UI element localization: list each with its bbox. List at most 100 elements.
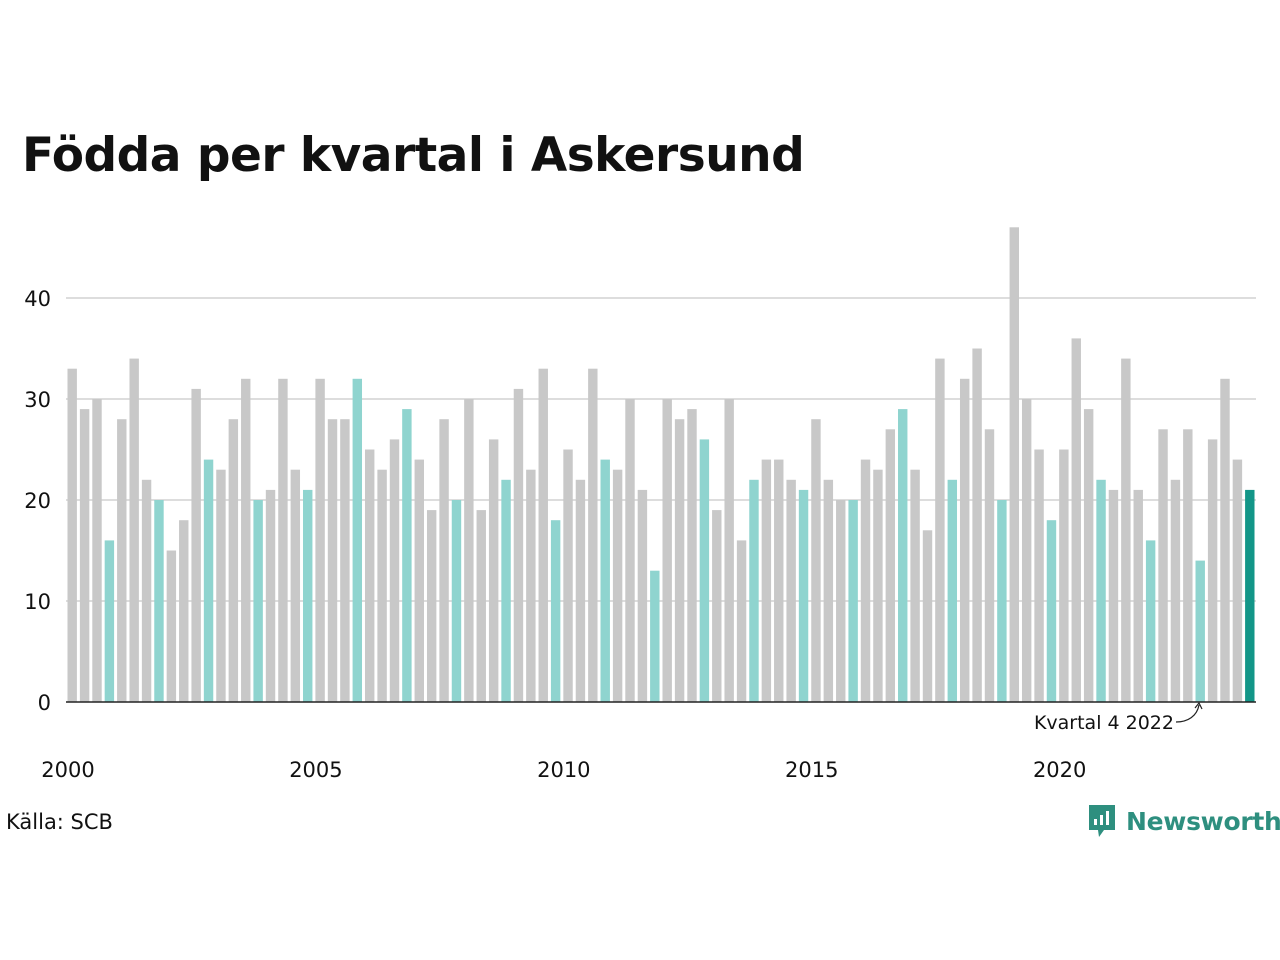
bar-2019-q3 (1034, 449, 1044, 702)
bar-2000-q1 (67, 368, 77, 702)
bar-2016-q3 (885, 429, 896, 702)
bar-2003-q2 (228, 419, 239, 702)
bar-2007-q3 (439, 419, 449, 702)
bar-2020-q4 (1096, 479, 1106, 702)
bar-2022-q4 (1195, 560, 1205, 702)
x-tick-label: 2010 (537, 758, 590, 782)
bar-2011-q2 (625, 399, 635, 702)
bar-2012-q4 (699, 439, 710, 702)
bar-2014-q1 (761, 459, 772, 702)
bar-2008-q3 (488, 439, 499, 702)
bar-2021-q2 (1121, 358, 1131, 702)
bar-2009-q4 (550, 520, 561, 702)
bar-2020-q2 (1071, 338, 1081, 702)
bar-2011-q3 (637, 489, 648, 702)
bar-2014-q2 (774, 459, 784, 702)
bar-2001-q1 (117, 419, 127, 702)
bar-2002-q1 (166, 550, 177, 702)
bar-2017-q1 (910, 469, 920, 702)
bar-2017-q4 (947, 479, 958, 702)
annotation-arrow (1175, 704, 1200, 723)
bar-2010-q2 (575, 479, 586, 702)
bar-2001-q4 (154, 500, 164, 702)
bar-2018-q1 (959, 378, 970, 702)
annotation-arrowhead (1194, 701, 1203, 710)
newsworthy-logo-icon (1089, 805, 1115, 837)
bar-2006-q1 (364, 449, 375, 702)
bar-2022-q2 (1170, 479, 1181, 702)
y-tick-label: 20 (24, 489, 51, 513)
bar-2012-q1 (662, 399, 672, 702)
y-tick-label: 10 (24, 590, 51, 614)
bar-2013-q4 (749, 479, 759, 702)
bar-2006-q2 (377, 469, 387, 702)
bar-2003-q3 (241, 378, 251, 702)
bar-2014-q4 (798, 489, 809, 702)
bar-2010-q4 (600, 459, 610, 702)
bar-2013-q1 (712, 510, 722, 702)
bar-2003-q1 (216, 469, 226, 702)
bar-2000-q2 (79, 409, 90, 702)
bar-2002-q3 (191, 388, 201, 702)
bar-2002-q2 (179, 520, 189, 702)
bar-2023-q2 (1220, 378, 1230, 702)
bar-2004-q1 (265, 489, 276, 702)
y-tick-label: 40 (24, 287, 51, 311)
bar-2001-q2 (129, 358, 139, 702)
bar-2023-q4 (1245, 489, 1255, 702)
bar-2002-q4 (203, 459, 214, 702)
bar-2012-q2 (674, 419, 685, 702)
bar-2017-q3 (935, 358, 945, 702)
y-tick-label: 0 (38, 691, 51, 715)
bar-2022-q3 (1183, 429, 1193, 702)
newsworthy-logo-text: Newsworthy (1126, 806, 1280, 836)
bar-2008-q4 (501, 479, 511, 702)
bar-2005-q4 (352, 378, 363, 702)
bar-2020-q3 (1083, 409, 1094, 702)
bar-2013-q3 (736, 540, 747, 702)
bar-2020-q1 (1059, 449, 1069, 702)
bar-2019-q2 (1021, 399, 1032, 702)
bar-2012-q3 (687, 409, 697, 702)
bar-2008-q1 (464, 399, 474, 702)
bar-2017-q2 (922, 530, 933, 702)
y-tick-label: 30 (24, 388, 51, 412)
bar-2005-q1 (315, 378, 325, 702)
bar-2013-q2 (724, 399, 734, 702)
x-tick-label: 2015 (785, 758, 838, 782)
bar-2004-q2 (278, 378, 288, 702)
newsworthy-logo: Newsworthy (1087, 803, 1280, 839)
bar-2015-q4 (848, 500, 858, 702)
bar-chart: 0 10 20 30 40 2000 2005 2010 2015 2020 Kvartal 4… (24, 227, 1256, 782)
bar-2009-q3 (538, 368, 548, 702)
bar-2001-q3 (141, 479, 152, 702)
bar-2016-q2 (873, 469, 883, 702)
bar-2000-q4 (104, 540, 115, 702)
bar-2019-q4 (1046, 520, 1057, 702)
bar-2014-q3 (786, 479, 796, 702)
bar-2004-q3 (290, 469, 301, 702)
bar-2018-q4 (997, 500, 1007, 702)
bar-2015-q3 (836, 500, 846, 702)
bar-2000-q3 (92, 399, 102, 702)
x-axis-labels: 2000 2005 2010 2015 2020 (41, 758, 1086, 782)
bar-2008-q2 (476, 510, 486, 702)
bar-2005-q2 (327, 419, 338, 702)
bar-2015-q1 (811, 419, 821, 702)
bar-2021-q3 (1133, 489, 1143, 702)
bar-2011-q1 (612, 469, 623, 702)
bar-2005-q3 (340, 419, 350, 702)
bar-2016-q4 (898, 409, 908, 702)
bar-2004-q4 (303, 489, 313, 702)
annotation: Kvartal 4 2022 (1034, 701, 1203, 734)
bar-2006-q4 (402, 409, 412, 702)
bar-2011-q4 (650, 570, 660, 702)
bar-2021-q1 (1108, 489, 1119, 702)
bar-2023-q1 (1207, 439, 1218, 702)
bar-2009-q1 (513, 388, 524, 702)
y-axis-labels: 0 10 20 30 40 (24, 287, 51, 715)
x-tick-label: 2005 (289, 758, 342, 782)
bar-2021-q4 (1145, 540, 1156, 702)
annotation-label: Kvartal 4 2022 (1034, 712, 1174, 734)
bar-2015-q2 (823, 479, 834, 702)
